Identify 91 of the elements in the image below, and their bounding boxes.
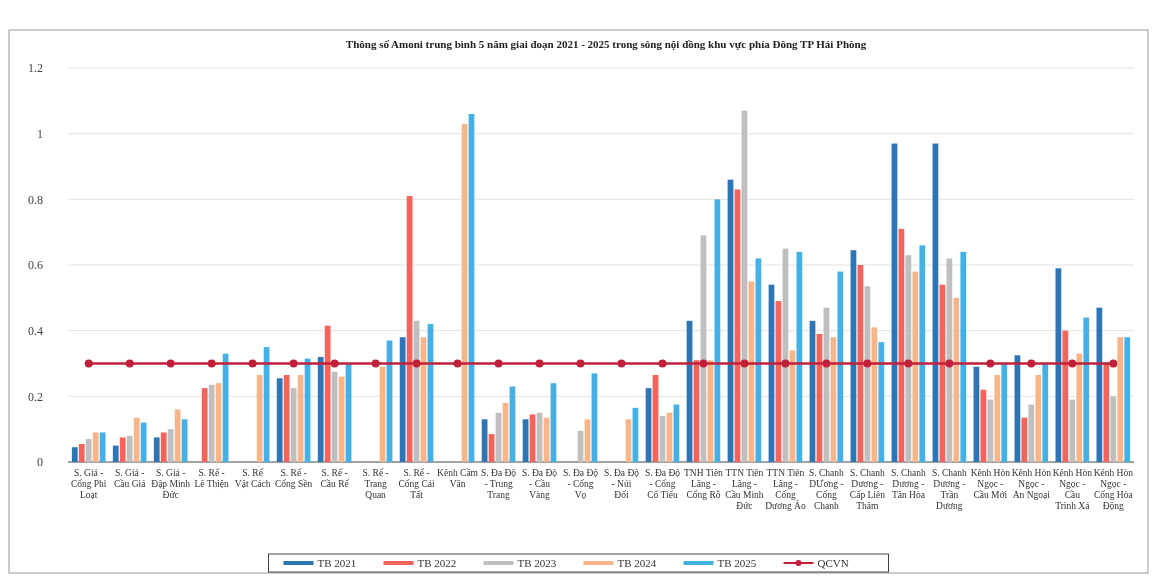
bar xyxy=(71,447,78,462)
bar xyxy=(215,383,222,462)
x-tick-label: S. Đa Độ - Núi Đối xyxy=(603,468,640,500)
bar xyxy=(1124,337,1131,462)
bar xyxy=(980,389,987,462)
y-tick-label: 0.2 xyxy=(28,389,43,404)
legend-label: TB 2024 xyxy=(617,557,657,569)
x-tick-label: S. Chanh Dương - Cấp Liên Thâm xyxy=(849,468,886,511)
bar xyxy=(871,327,878,462)
bar xyxy=(1076,353,1083,462)
x-tick-label: S. Rế Vật Cách xyxy=(234,468,271,489)
bar xyxy=(276,378,283,462)
bar xyxy=(830,337,837,462)
bar xyxy=(126,435,133,462)
bar xyxy=(755,258,762,462)
legend-label: QCVN xyxy=(817,557,849,569)
bar xyxy=(1001,363,1008,462)
bar xyxy=(1021,417,1028,462)
bar xyxy=(1096,307,1103,462)
bar xyxy=(1062,330,1069,462)
x-tick-label: S. Rế - Trang Quan xyxy=(362,468,389,500)
x-tick-label: S. Giá - Cống Phì Loạt xyxy=(70,468,107,500)
x-tick-label: S. Chanh Dương - Tân Hòa xyxy=(890,468,927,500)
bar xyxy=(78,443,85,462)
y-tick-label: 1 xyxy=(37,126,43,141)
bar xyxy=(85,439,92,462)
bar xyxy=(174,409,181,462)
y-tick-label: 0.6 xyxy=(28,258,43,273)
bar xyxy=(912,271,919,462)
y-tick-label: 0 xyxy=(37,455,43,470)
x-tick-label: S. Giá - Cầu Giá xyxy=(113,468,147,489)
x-tick-label: S. Rế - Cầu Rế xyxy=(320,468,350,489)
bar xyxy=(994,374,1001,462)
y-tick-label: 0.4 xyxy=(28,323,43,338)
bar xyxy=(92,432,99,462)
x-tick-label: S. Đa Độ - Cống Vọ xyxy=(562,468,599,500)
bar xyxy=(399,337,406,462)
bar xyxy=(133,417,140,462)
x-tick-label: TTN Tiên Lãng - Cống Dương Áo xyxy=(765,468,806,511)
x-tick-label: TNH Tiên Lãng - Cống Rỗ xyxy=(684,468,724,500)
bar xyxy=(919,245,926,462)
bar xyxy=(946,258,953,462)
bar xyxy=(283,374,290,462)
bar xyxy=(1028,404,1035,462)
bar xyxy=(112,445,119,462)
bar xyxy=(1110,396,1117,462)
x-tick-label: S. Đa Độ - Trung Trang xyxy=(480,468,517,500)
bar xyxy=(119,437,126,462)
legend-label: TB 2021 xyxy=(317,557,357,569)
bar xyxy=(317,356,324,462)
bar xyxy=(99,432,106,462)
x-tick-label: S. Rế - Cống Cái Tất xyxy=(398,468,436,500)
bar xyxy=(167,429,174,462)
chart-title: Thông số Amoni trung bình 5 năm giai đoạn 2021 - 2025 trong sông nội đồng khu vực phía Đông TP Hải Phòng xyxy=(345,38,867,50)
bar xyxy=(208,384,215,462)
bar xyxy=(324,325,331,462)
x-tick-label: TTN Tiên Lãng - Cầu Minh Đức xyxy=(725,468,764,511)
bar xyxy=(1035,374,1042,462)
legend-label: TB 2022 xyxy=(417,557,457,569)
bar xyxy=(1083,317,1090,462)
x-tick-label: S. Đa Độ - Cống Cổ Tiểu xyxy=(644,468,681,500)
x-tick-label: S. Chanh DƯơng - Cống Chanh xyxy=(808,468,845,511)
bar xyxy=(1069,399,1076,462)
y-tick-label: 1.2 xyxy=(28,61,43,76)
x-tick-label: S. Rế - Cống Sền xyxy=(275,468,313,489)
bar xyxy=(160,432,167,462)
bar xyxy=(290,388,297,462)
x-tick-label: S. Rế - Lê Thiện xyxy=(194,468,230,489)
x-tick-label: Kênh Hòn Ngọc - An Ngoại xyxy=(1011,468,1052,500)
bar xyxy=(1103,363,1110,462)
x-tick-label: S. Đa Độ - Cầu Vàng xyxy=(521,468,558,500)
bar xyxy=(1117,337,1124,462)
x-tick-label: Kênh Hòn Ngọc - Cầu Trình Xá xyxy=(1052,468,1093,511)
bar xyxy=(153,437,160,462)
x-tick-label: Kênh Cầm Văn xyxy=(437,468,479,489)
bar xyxy=(953,297,960,462)
y-tick-label: 0.8 xyxy=(28,192,43,207)
x-tick-label: Kênh Hòn Ngọc - Cầu Mới xyxy=(970,468,1011,500)
x-tick-label: Kênh Hòn Ngọc - Cống Hòa Động xyxy=(1093,468,1134,511)
legend-label: TB 2023 xyxy=(517,557,557,569)
bar xyxy=(878,342,885,462)
x-tick-label: S. Chanh Dương - Trần Dương xyxy=(931,468,968,511)
bar xyxy=(1042,363,1049,462)
bar xyxy=(987,399,994,462)
bar xyxy=(837,271,844,462)
bar xyxy=(201,388,208,462)
legend-label: TB 2025 xyxy=(717,557,757,569)
bar xyxy=(960,251,967,462)
bar xyxy=(796,251,803,462)
bar xyxy=(905,255,912,462)
x-tick-label: S. Giá - Đập Minh Đức xyxy=(151,468,191,500)
